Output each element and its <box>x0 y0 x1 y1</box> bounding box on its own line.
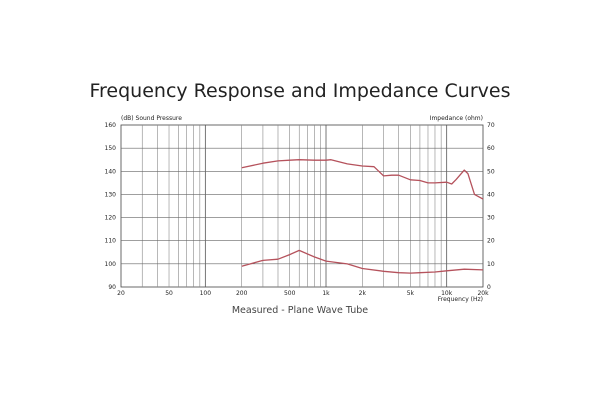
y-tick-label-right: 30 <box>487 215 495 222</box>
y-tick-label-left: 140 <box>105 168 117 175</box>
y-axis-label-right: Impedance (ohm) <box>430 115 483 122</box>
x-tick-label: 2k <box>359 290 367 297</box>
x-tick-label: 10k <box>441 290 453 297</box>
x-tick-label: 500 <box>284 290 296 297</box>
y-tick-label-right: 20 <box>487 238 495 245</box>
x-tick-label: 50 <box>165 290 173 297</box>
y-tick-label-right: 60 <box>487 145 495 152</box>
y-tick-label-left: 100 <box>105 261 117 268</box>
y-tick-label-left: 90 <box>108 284 116 291</box>
y-tick-label-right: 40 <box>487 191 495 198</box>
x-tick-label: 200 <box>236 290 248 297</box>
x-tick-label: 1k <box>322 290 330 297</box>
x-tick-label: 20k <box>477 290 489 297</box>
y-tick-label-left: 160 <box>105 122 117 129</box>
x-axis-label: Frequency (Hz) <box>438 296 483 303</box>
y-axis-label-left: (dB) Sound Pressure <box>121 115 182 122</box>
x-tick-label: 5k <box>407 290 415 297</box>
x-tick-label: 20 <box>117 290 125 297</box>
series-line-2 <box>241 249 484 274</box>
y-tick-label-right: 0 <box>487 284 491 291</box>
series-line-1 <box>241 159 484 200</box>
x-tick-label: 100 <box>200 290 212 297</box>
y-tick-label-left: 120 <box>105 215 117 222</box>
y-tick-label-left: 110 <box>105 238 117 245</box>
y-tick-label-left: 150 <box>105 145 117 152</box>
chart-title: Frequency Response and Impedance Curves <box>89 80 511 102</box>
y-tick-label-left: 130 <box>105 191 117 198</box>
y-tick-label-right: 50 <box>487 168 495 175</box>
chart-caption: Measured - Plane Wave Tube <box>231 305 369 316</box>
plot-area <box>120 124 484 288</box>
y-tick-label-right: 70 <box>487 122 495 129</box>
y-tick-label-right: 10 <box>487 261 495 268</box>
